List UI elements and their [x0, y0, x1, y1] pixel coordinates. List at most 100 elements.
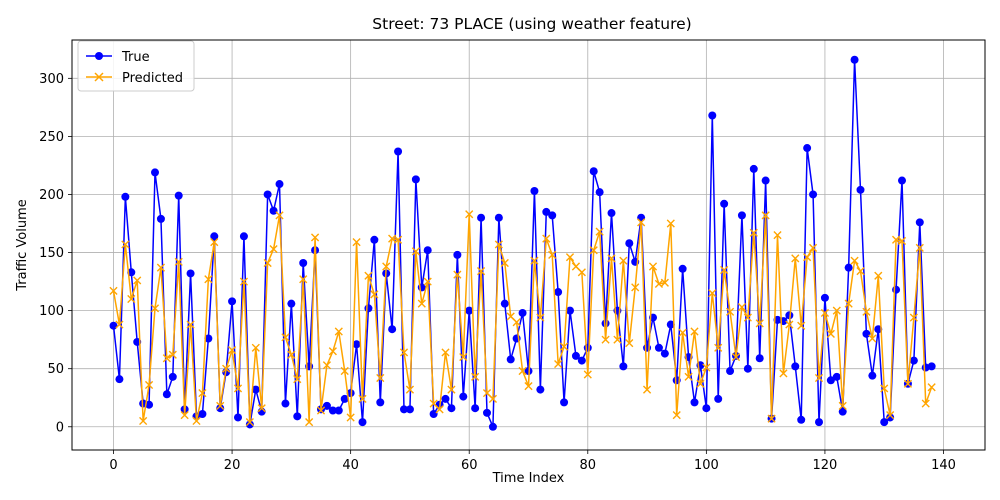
data-point-true [162, 390, 171, 399]
data-point-true [364, 304, 373, 313]
data-point-predicted [328, 347, 337, 356]
data-point-true [121, 192, 130, 201]
data-point-predicted [737, 303, 747, 312]
data-point-predicted [293, 375, 302, 384]
data-point-true [803, 144, 812, 153]
data-point-predicted [601, 335, 610, 344]
y-axis-ticks: 0 50 100 150 200 250 300 [39, 72, 72, 435]
data-point-predicted [340, 366, 349, 376]
data-point-true [423, 246, 432, 255]
data-point-true [714, 394, 723, 403]
data-point-true [536, 385, 545, 394]
data-point-true [168, 372, 177, 381]
data-point-predicted [186, 320, 195, 329]
data-point-predicted [393, 235, 403, 244]
y-axis-label: Traffic Volume [15, 199, 30, 292]
series-predicted [109, 210, 936, 427]
data-point-predicted [204, 275, 213, 284]
data-point-predicted [263, 258, 272, 268]
data-point-predicted [648, 262, 658, 271]
data-point-true [500, 299, 509, 308]
data-point-true [287, 299, 296, 308]
data-point-predicted [310, 233, 320, 242]
x-tick-label: 60 [461, 458, 478, 473]
data-point-true [815, 418, 823, 427]
data-point-true [506, 355, 515, 364]
data-point-predicted [874, 271, 883, 280]
data-point-predicted [548, 250, 557, 259]
data-point-predicted [607, 254, 616, 263]
data-point-predicted [216, 401, 225, 410]
data-point-true [856, 185, 865, 194]
data-point-true [275, 180, 284, 189]
data-point-true [494, 213, 503, 222]
x-tick-label: 120 [813, 458, 838, 473]
x-tick-label: 100 [694, 458, 719, 473]
data-point-predicted [453, 270, 462, 279]
data-point-predicted [808, 243, 818, 252]
data-point-true [832, 372, 841, 381]
x-tick-label: 0 [109, 458, 117, 473]
data-point-predicted [589, 246, 598, 255]
data-point-predicted [559, 342, 569, 351]
data-point-predicted [269, 244, 278, 254]
data-point-true [678, 264, 687, 273]
data-point-predicted [370, 290, 379, 299]
data-point-true [743, 364, 752, 373]
data-point-predicted [637, 218, 646, 227]
x-tick-label: 140 [931, 458, 956, 473]
legend-box [77, 40, 195, 92]
data-point-predicted [435, 405, 444, 414]
data-point-predicted [239, 277, 249, 286]
data-point-true [595, 188, 604, 197]
data-point-true [880, 418, 889, 427]
data-point-predicted [820, 308, 830, 318]
data-point-predicted [666, 219, 675, 228]
data-point-predicted [850, 256, 859, 265]
data-point-true [862, 329, 871, 338]
data-point-predicted [251, 343, 260, 352]
data-point-predicted [725, 307, 735, 316]
data-point-true [328, 406, 337, 415]
data-point-predicted [791, 254, 800, 263]
data-point-predicted [144, 380, 154, 390]
data-point-true [322, 401, 331, 410]
data-point-predicted [903, 379, 913, 388]
data-point-true [204, 334, 213, 343]
data-point-true [625, 239, 634, 248]
data-point-true [566, 306, 574, 315]
x-tick-label: 80 [580, 458, 597, 473]
data-point-predicted [471, 372, 480, 381]
data-point-predicted [133, 276, 142, 285]
y-tick-label: 50 [47, 362, 64, 377]
data-point-predicted [731, 352, 741, 362]
data-point-predicted [749, 228, 758, 237]
data-point-true [809, 190, 818, 199]
data-point-predicted [660, 278, 669, 287]
data-point-true [548, 211, 557, 220]
data-point-true [554, 288, 563, 297]
data-point-true [352, 340, 361, 349]
data-point-predicted [672, 411, 681, 420]
data-point-predicted [198, 388, 207, 398]
data-point-true [429, 409, 438, 418]
data-point-true [571, 351, 580, 360]
data-point-true [530, 186, 539, 195]
data-point-true [465, 306, 474, 315]
data-point-predicted [714, 343, 723, 352]
data-point-true [459, 392, 468, 401]
data-point-true [405, 405, 414, 414]
data-point-predicted [565, 253, 575, 262]
data-point-true [791, 362, 800, 371]
data-point-predicted [518, 366, 527, 376]
data-point-predicted [494, 240, 503, 249]
data-point-true [720, 199, 729, 208]
data-point-predicted [832, 306, 841, 315]
data-point-true [388, 325, 397, 334]
data-point-predicted [696, 379, 705, 388]
x-tick-label: 20 [224, 458, 241, 473]
y-tick-label: 150 [39, 246, 64, 261]
data-point-predicted [814, 373, 824, 383]
data-point-true [868, 371, 877, 380]
